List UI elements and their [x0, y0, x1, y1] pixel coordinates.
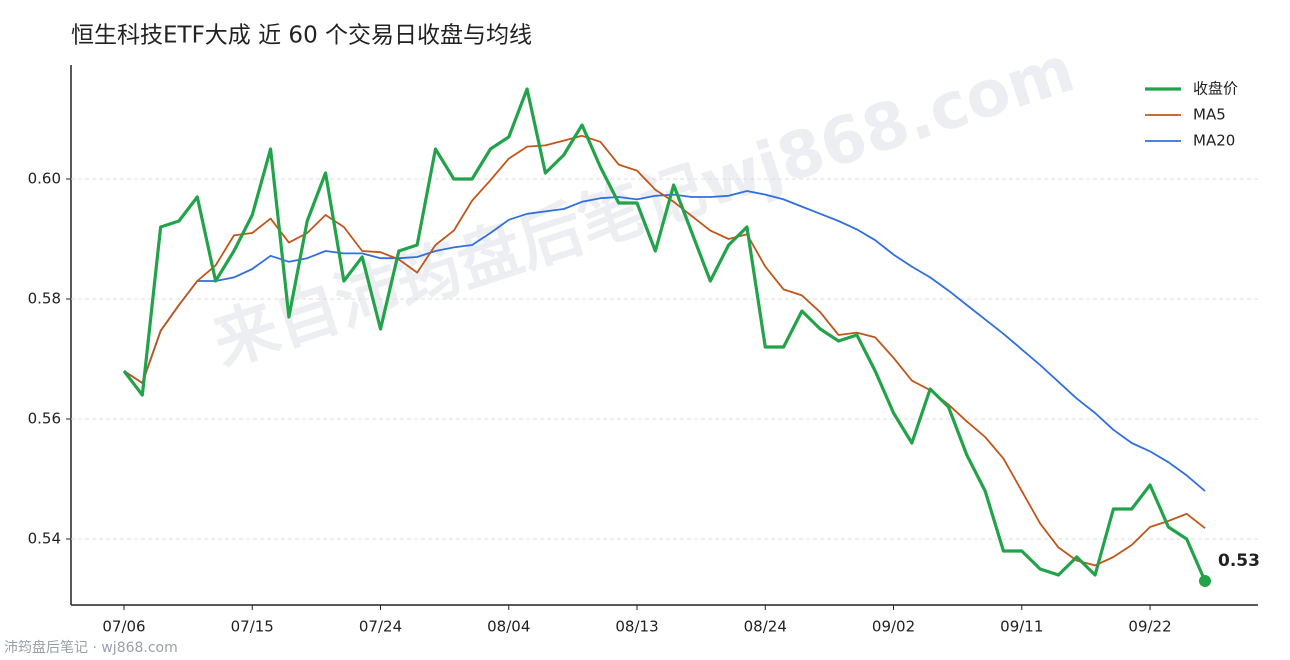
x-tick-label: 09/02 — [872, 618, 915, 636]
y-tick-label: 0.60 — [28, 170, 61, 188]
x-tick-label: 09/22 — [1128, 618, 1171, 636]
y-tick-label: 0.54 — [28, 530, 61, 548]
legend-label: MA5 — [1193, 106, 1226, 124]
end-point — [1199, 575, 1211, 587]
x-tick-label: 08/13 — [615, 618, 658, 636]
x-tick-label: 08/04 — [487, 618, 530, 636]
y-tick-label: 0.56 — [28, 410, 61, 428]
value-label: 0.53 — [1218, 551, 1260, 571]
chart-title: 恒生科技ETF大成 近 60 个交易日收盘与均线 — [71, 23, 532, 49]
legend-label: 收盘价 — [1193, 80, 1238, 98]
x-tick-label: 09/11 — [1000, 618, 1043, 636]
legend-label: MA20 — [1193, 132, 1235, 150]
x-tick-label: 07/06 — [102, 618, 145, 636]
x-tick-label: 08/24 — [744, 618, 787, 636]
footer: 沛筠盘后笔记 · wj868.com — [4, 639, 178, 656]
x-tick-label: 07/15 — [231, 618, 274, 636]
series-line — [122, 87, 1207, 582]
x-tick-label: 07/24 — [359, 618, 402, 636]
y-tick-label: 0.58 — [28, 290, 61, 308]
